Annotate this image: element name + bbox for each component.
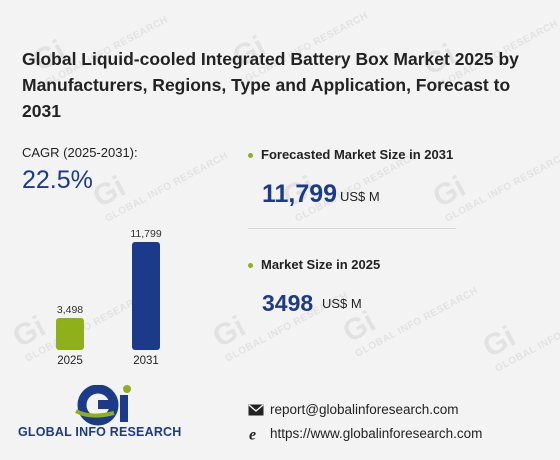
bar-value-label: 11,799 [130,230,161,240]
bar-value-label: 3,498 [57,304,83,316]
bar-2031 [132,242,160,350]
contact-website[interactable]: e https://www.globalinforesearch.com [248,426,482,441]
current-value: 3498 [262,290,314,316]
category-label: 2025 [57,355,83,367]
svg-text:e: e [249,427,256,441]
cagr-label: CAGR (2025-2031): [22,145,138,160]
bar-chart: 3,498 2025 11,799 2031 [56,230,162,367]
bullet-icon [248,153,253,159]
current-unit: US$ M [322,296,362,311]
forecast-unit: US$ M [340,189,380,204]
cagr-value: 22.5% [22,166,93,194]
envelope-icon [248,404,264,416]
page-title: Global Liquid-cooled Integrated Battery … [22,49,519,121]
forecast-value: 11,799 [262,180,338,208]
current-label: Market Size in 2025 [248,257,380,272]
contact-email[interactable]: report@globalinforesearch.com [248,402,459,417]
bullet-icon [248,263,253,269]
brand-name: GLOBAL INFO RESEARCH [18,425,182,439]
brand-logo [75,385,131,426]
category-label: 2031 [133,355,159,367]
globe-e-icon: e [249,427,256,441]
divider [248,228,456,229]
forecast-label: Forecasted Market Size in 2031 [248,147,453,162]
bar-2025 [56,317,84,350]
